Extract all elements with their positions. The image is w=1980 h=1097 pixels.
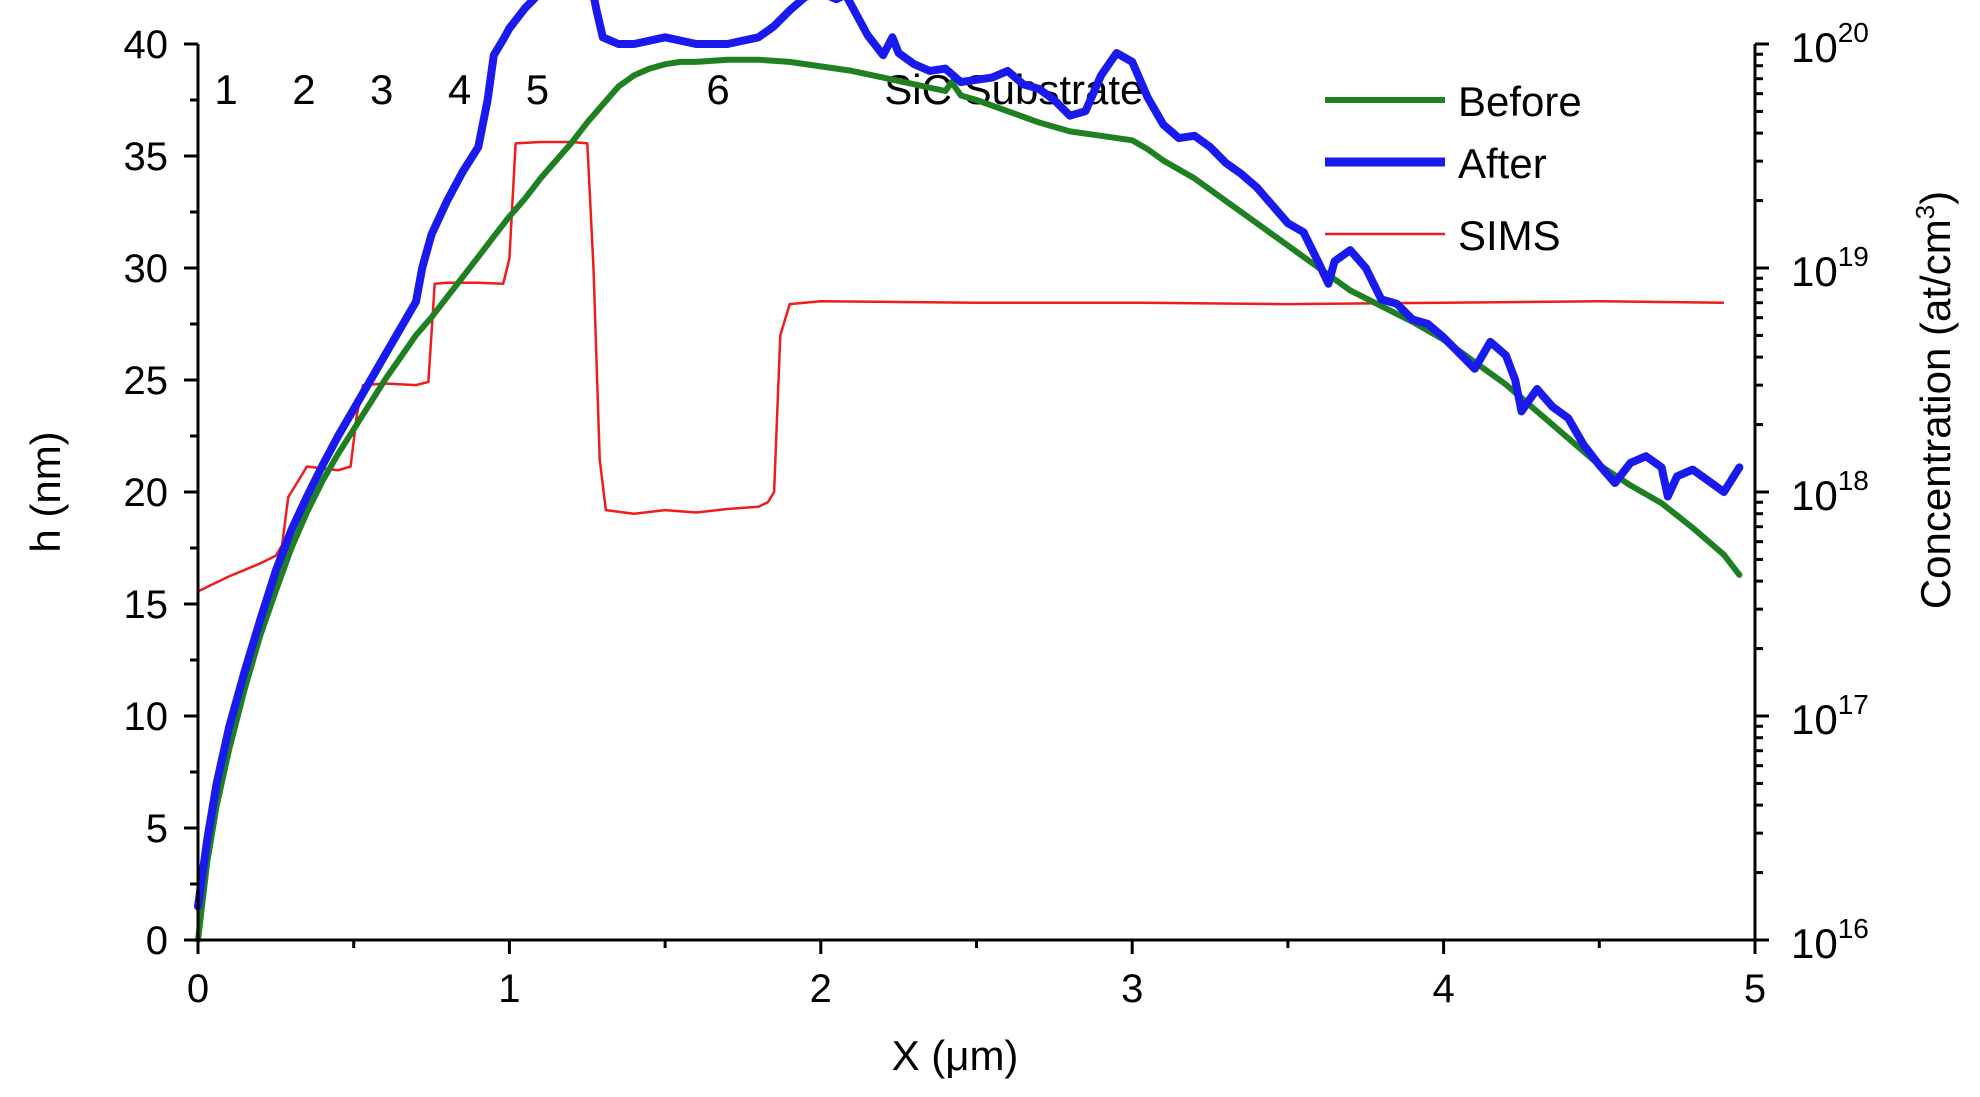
y-right-tick-label: 1019 xyxy=(1791,241,1869,295)
y-left-tick-label: 0 xyxy=(146,919,168,963)
y-left-tick-label: 25 xyxy=(124,359,169,403)
x-tick-label: 0 xyxy=(187,967,209,1011)
y-right-label-sup: 3 xyxy=(1910,205,1940,219)
x-tick-label: 3 xyxy=(1121,967,1143,1011)
region-label: 4 xyxy=(448,66,471,113)
x-tick-label: 2 xyxy=(810,967,832,1011)
legend-label-after: After xyxy=(1458,140,1547,187)
y-left-axis-label: h (nm) xyxy=(22,431,69,552)
y-right-tick-label: 1016 xyxy=(1791,913,1869,967)
y-left-tick-label: 20 xyxy=(124,471,169,515)
series-line-sims xyxy=(197,140,1724,593)
y-right-tick-label: 1020 xyxy=(1791,17,1869,71)
legend-label-before: Before xyxy=(1458,78,1582,125)
region-label: 6 xyxy=(706,66,729,113)
legend-label-sims: SIMS xyxy=(1458,212,1561,259)
x-ticks: 0 1 2 3 4 5 xyxy=(187,940,1766,1011)
x-tick-label: 1 xyxy=(498,967,520,1011)
y-right-axis-label: Concentration (at/cm3) xyxy=(1910,191,1959,609)
y-right-label-prefix: Concentration (at/cm xyxy=(1912,219,1959,609)
x-tick-label: 5 xyxy=(1744,967,1766,1011)
series-group xyxy=(194,0,1744,943)
y-left-ticks: 0 5 10 15 20 25 30 35 40 xyxy=(124,23,198,963)
y-left-tick-label: 40 xyxy=(124,23,169,67)
region-label: 1 xyxy=(214,66,237,113)
series-line-after xyxy=(194,0,1744,911)
x-axis-label: X (μm) xyxy=(892,1032,1019,1079)
y-left-tick-label: 10 xyxy=(124,695,169,739)
y-right-tick-label: 1018 xyxy=(1791,465,1869,519)
legend: Before After SIMS xyxy=(1325,78,1582,259)
y-right-tick-label: 1017 xyxy=(1791,689,1869,743)
region-label: 3 xyxy=(370,66,393,113)
y-left-tick-label: 15 xyxy=(124,583,169,627)
series-line-before xyxy=(195,56,1743,943)
y-right-ticks: 1016 1017 1018 1019 1020 xyxy=(1755,17,1869,967)
region-label: 2 xyxy=(292,66,315,113)
y-right-label-suffix: ) xyxy=(1912,191,1959,205)
x-tick-label: 4 xyxy=(1432,967,1454,1011)
y-left-tick-label: 35 xyxy=(124,135,169,179)
region-label: 5 xyxy=(526,66,549,113)
y-left-tick-label: 30 xyxy=(124,247,169,291)
y-left-tick-label: 5 xyxy=(146,807,168,851)
